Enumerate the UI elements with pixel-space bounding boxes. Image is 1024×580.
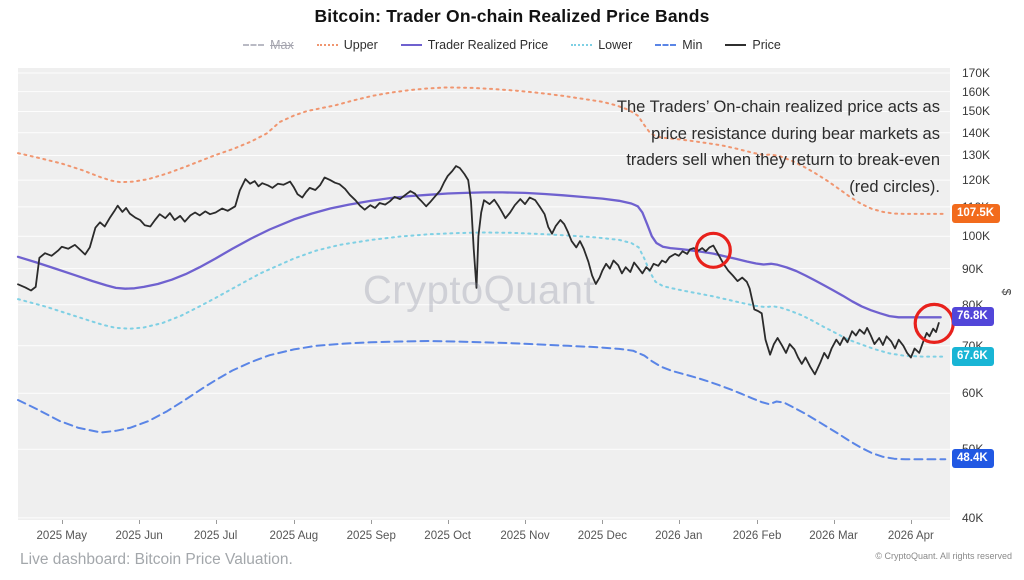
max-legend-marker-icon — [243, 44, 265, 46]
y-axis-label: 60K — [962, 386, 984, 401]
legend-label: Max — [270, 38, 294, 52]
y-axis-label: 140K — [962, 125, 991, 140]
legend-item-trader-realized-price[interactable]: Trader Realized Price — [400, 38, 549, 52]
series-trader-realized-price — [16, 191, 942, 319]
lower-legend-marker-icon — [571, 44, 593, 46]
y-axis-label: 120K — [962, 173, 991, 188]
price-badge-upper: 107.5K — [952, 203, 1001, 223]
dashboard-caption: Live dashboard: Bitcoin Price Valuation. — [20, 551, 293, 568]
legend-item-price[interactable]: Price — [725, 38, 781, 52]
annotation-line: (red circles). — [849, 177, 940, 196]
x-axis-label: 2025 Jul — [193, 530, 238, 542]
price-badge-trader-realized-price: 76.8K — [952, 307, 994, 327]
y-axis-unit: $ — [999, 288, 1014, 296]
legend-item-max[interactable]: Max — [243, 38, 294, 52]
legend-item-upper[interactable]: Upper — [316, 38, 378, 52]
x-axis-label: 2025 Dec — [577, 530, 627, 542]
price-badge-lower: 67.6K — [952, 346, 994, 366]
x-axis-label: 2026 Jan — [655, 530, 703, 542]
series-min — [17, 340, 947, 461]
x-axis-tick — [61, 520, 63, 524]
annotation-line: price resistance during bear markets as — [651, 124, 940, 143]
x-axis-label: 2025 Nov — [500, 530, 550, 542]
x-axis-label: 2026 Feb — [732, 530, 782, 542]
legend-label: Min — [682, 38, 703, 52]
series-price — [17, 165, 940, 376]
chart-plot-area[interactable] — [16, 68, 955, 520]
chart-annotation: The Traders’ On-chain realized price act… — [617, 94, 940, 200]
upper-legend-marker-icon — [316, 44, 338, 46]
x-axis-tick — [525, 520, 526, 524]
series-upper — [17, 86, 947, 215]
x-axis-label: 2025 May — [36, 530, 88, 542]
y-axis-label: 40K — [962, 510, 984, 525]
min-legend-marker-icon — [655, 44, 677, 46]
legend: Max Upper Trader Realized Price Lower Min Pri… — [0, 38, 1024, 52]
x-axis-tick — [757, 520, 759, 524]
x-axis-label: 2025 Oct — [424, 530, 471, 542]
annotation-line: traders sell when they return to break-e… — [626, 151, 940, 169]
red-circle-annotation — [694, 231, 732, 269]
legend-label: Upper — [343, 38, 378, 52]
price-legend-marker-icon — [725, 44, 747, 46]
legend-label: Price — [752, 38, 781, 52]
trader-realized-price-legend-marker-icon — [400, 44, 422, 46]
y-axis-label: 90K — [962, 261, 984, 276]
y-axis-label: 170K — [962, 66, 991, 80]
x-axis-tick — [833, 520, 835, 524]
x-axis-tick — [293, 520, 295, 524]
y-axis-label: 150K — [962, 104, 991, 119]
x-axis-tick — [678, 520, 680, 524]
x-axis-label: 2026 Apr — [887, 530, 934, 542]
x-axis-label: 2026 Mar — [809, 530, 858, 542]
legend-label: Trader Realized Price — [427, 38, 549, 52]
copyright-text: © CryptoQuant. All rights reserved — [875, 551, 1012, 561]
page-title: Bitcoin: Trader On-chain Realized Price … — [314, 6, 710, 26]
chart-canvas[interactable] — [16, 68, 955, 520]
legend-item-lower[interactable]: Lower — [571, 38, 632, 52]
y-axis-label: 130K — [962, 148, 991, 163]
red-circle-annotation — [913, 302, 955, 344]
x-axis-tick — [139, 520, 141, 524]
x-axis-label: 2025 Sep — [346, 530, 396, 542]
x-axis-label: 2025 Aug — [269, 530, 319, 542]
x-axis-tick — [910, 520, 912, 524]
legend-item-min[interactable]: Min — [655, 38, 702, 52]
y-axis-label: 160K — [962, 84, 991, 99]
y-axis-label: 100K — [962, 229, 991, 244]
x-axis-tick — [602, 520, 604, 524]
x-axis-label: 2025 Jun — [115, 530, 163, 542]
annotation-line: The Traders’ On-chain realized price act… — [616, 98, 940, 116]
price-badge-min: 48.4K — [952, 449, 994, 469]
watermark: CryptoQuant — [362, 268, 596, 313]
x-axis-tick — [447, 520, 449, 524]
x-axis-tick — [215, 520, 217, 524]
x-axis-tick — [371, 520, 373, 524]
legend-label: Lower — [598, 38, 633, 52]
